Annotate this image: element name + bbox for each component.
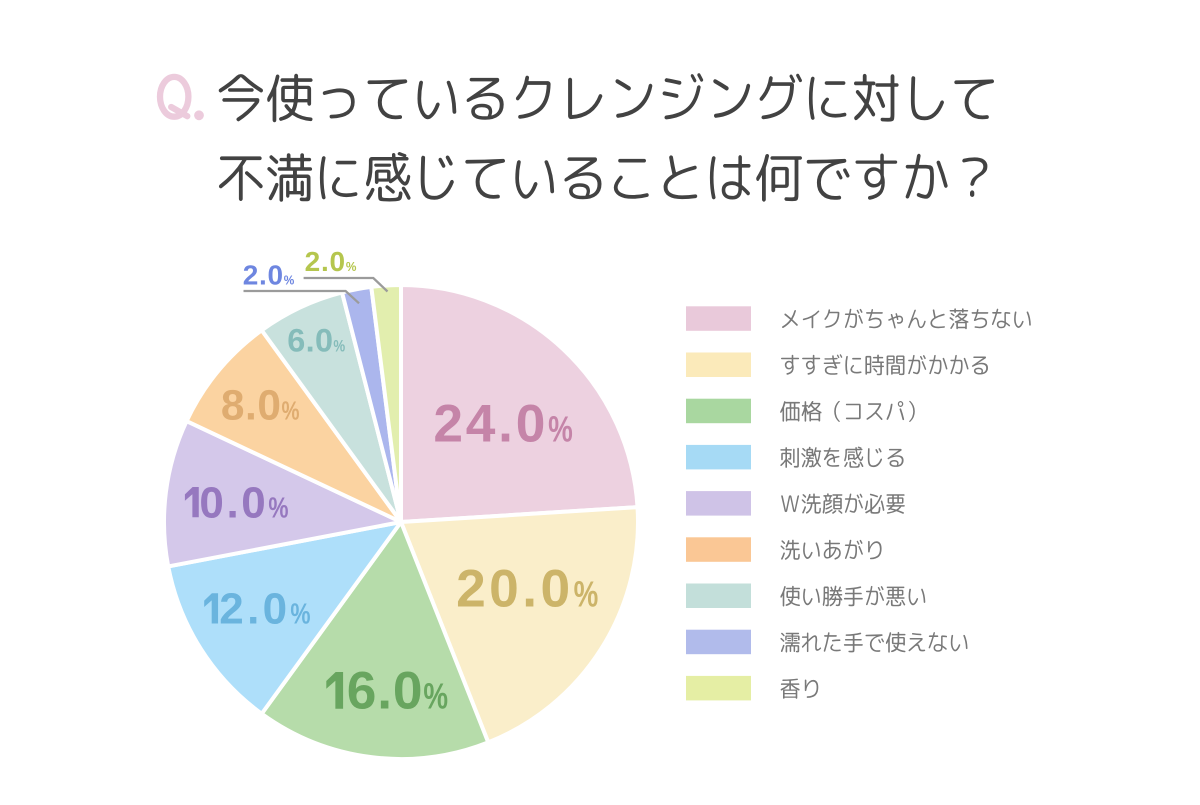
svg-text:6: 6 — [347, 662, 377, 721]
svg-text:.: . — [377, 662, 392, 721]
svg-text:2: 2 — [305, 246, 321, 277]
svg-text:.: . — [259, 260, 267, 291]
svg-text:%: % — [282, 396, 300, 425]
svg-text:%: % — [346, 260, 357, 274]
svg-text:.: . — [522, 559, 537, 618]
svg-text:.: . — [247, 585, 259, 634]
svg-text:0: 0 — [257, 381, 281, 428]
svg-text:0: 0 — [315, 322, 333, 358]
svg-text:0: 0 — [489, 559, 519, 618]
svg-text:.: . — [321, 246, 329, 277]
svg-text:.: . — [306, 322, 315, 358]
svg-text:8: 8 — [221, 381, 245, 428]
svg-text:%: % — [423, 676, 448, 717]
svg-text:6: 6 — [287, 322, 305, 358]
svg-text:%: % — [284, 273, 295, 287]
svg-text:2: 2 — [456, 559, 486, 618]
svg-text:2: 2 — [433, 394, 463, 453]
svg-text:.: . — [245, 381, 257, 428]
svg-text:2: 2 — [219, 585, 243, 634]
svg-text:0: 0 — [540, 559, 570, 618]
svg-text:0: 0 — [516, 394, 546, 453]
svg-text:.: . — [498, 394, 513, 453]
svg-text:0: 0 — [263, 585, 287, 634]
svg-text:0: 0 — [241, 478, 265, 527]
svg-text:0: 0 — [199, 478, 223, 527]
svg-text:0: 0 — [330, 246, 346, 277]
svg-text:4: 4 — [466, 394, 496, 453]
svg-text:%: % — [574, 574, 599, 615]
svg-text:0: 0 — [393, 662, 423, 721]
svg-text:.: . — [226, 478, 238, 527]
svg-text:%: % — [333, 337, 345, 356]
svg-text:%: % — [268, 493, 288, 524]
svg-text:0: 0 — [267, 260, 283, 291]
svg-text:%: % — [548, 409, 573, 450]
svg-text:2: 2 — [243, 260, 259, 291]
svg-text:%: % — [290, 599, 310, 630]
